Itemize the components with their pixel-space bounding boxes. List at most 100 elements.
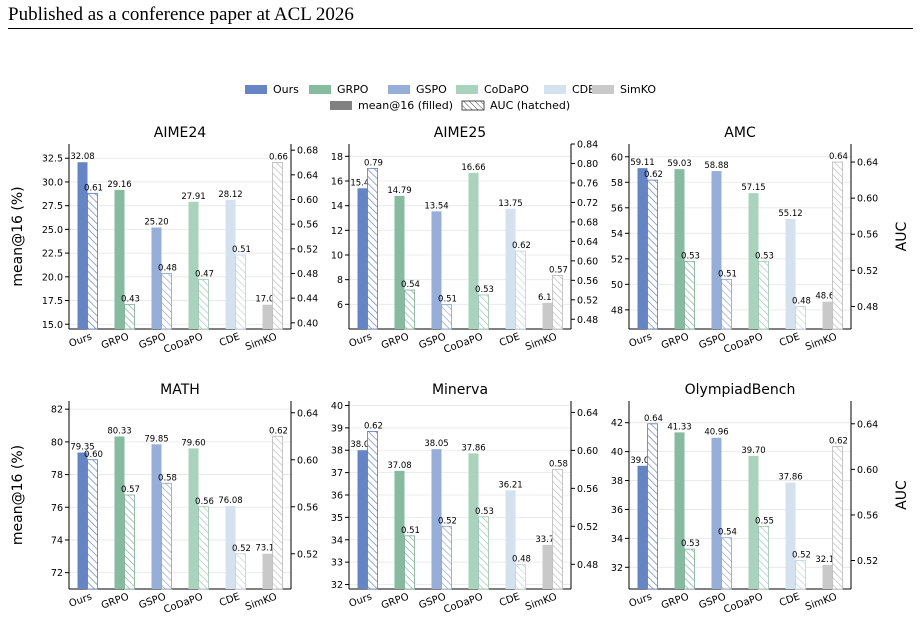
chart-amc: AMC 48 50 52 54 56 58 60 0.48 0.52 0.56 0.60 0.64 59.… (611, 125, 910, 356)
bar-auc-cde (515, 563, 526, 590)
bar-auc-cde (235, 553, 246, 590)
y-tick-label: 76 (51, 503, 63, 514)
x-tick-label-ours: Ours (348, 591, 374, 609)
legend-item-gspo: GSPO (388, 83, 447, 96)
bar-mean-codapo (188, 201, 199, 329)
legend-swatch-cde (544, 85, 566, 94)
bar-auc-cde (795, 306, 806, 330)
y-tick-label: 32.5 (42, 154, 63, 165)
data-label-mean-gspo: 40.96 (704, 428, 728, 438)
y-tick-label: 60 (611, 152, 623, 163)
bar-mean-cde (505, 208, 516, 329)
x-tick-label-simko: SimKO (804, 591, 839, 613)
y2-tick-label: 0.76 (577, 178, 598, 189)
bar-mean-ours (77, 452, 88, 589)
bar-auc-codapo (758, 260, 769, 330)
y-tick-label: 16 (331, 177, 343, 188)
y2-tick-label: 0.64 (297, 170, 318, 181)
y-tick-label: 27.5 (42, 201, 63, 212)
y-tick-label: 14 (331, 201, 343, 212)
bar-mean-codapo (748, 455, 759, 589)
bar-mean-gspo (431, 211, 442, 329)
bar-mean-ours (77, 162, 88, 329)
bar-auc-cde (235, 254, 246, 330)
y-tick-label: 34 (331, 535, 343, 546)
legend-label-cde: CDE (572, 83, 595, 96)
bar-mean-cde (225, 505, 236, 589)
bar-mean-gspo (151, 444, 162, 589)
chart-title: AMC (724, 125, 756, 141)
y-tick-label: 25.0 (42, 225, 63, 236)
bar-auc-codapo (758, 525, 769, 590)
data-label-auc-cde: 0.62 (512, 241, 531, 251)
y2-tick-label: 0.40 (297, 318, 318, 329)
bar-auc-gspo (721, 537, 732, 590)
y-tick-label: 32 (611, 563, 623, 574)
bar-auc-grpo (404, 289, 415, 330)
y2-tick-label: 0.64 (297, 408, 318, 419)
data-label-auc-cde: 0.48 (512, 554, 531, 564)
bar-mean-ours (357, 450, 368, 589)
data-label-mean-ours: 79.35 (70, 442, 94, 452)
bar-auc-codapo (198, 506, 209, 590)
y2-tick-label: 0.52 (857, 266, 878, 277)
data-label-mean-simko: 73.16 (255, 544, 279, 554)
data-label-mean-gspo: 13.54 (424, 201, 448, 211)
x-tick-label-cde: CDE (498, 331, 522, 349)
x-tick-label-cde: CDE (778, 591, 802, 609)
y2-tick-label: 0.60 (577, 446, 598, 457)
bar-auc-gspo (161, 273, 172, 330)
y-tick-label: 22.5 (42, 249, 63, 260)
data-label-mean-ours: 38.00 (350, 440, 374, 450)
bar-mean-cde (225, 199, 236, 329)
legend-label-simko: SimKO (620, 83, 656, 96)
y-tick-label: 74 (51, 535, 63, 546)
data-label-mean-codapo: 16.66 (461, 163, 485, 173)
chart-math: MATH7274767880820.520.560.600.6479.350.6… (10, 382, 318, 616)
data-label-auc-cde: 0.48 (792, 296, 811, 306)
x-tick-label-simko: SimKO (244, 331, 279, 353)
y-tick-label: 58 (611, 178, 623, 189)
y-tick-label: 48 (611, 305, 623, 316)
legend-label-auc: AUC (hatched) (490, 99, 570, 112)
y-tick-label: 78 (51, 470, 63, 481)
bar-auc-codapo (478, 516, 489, 590)
data-label-auc-ours: 0.62 (644, 170, 663, 180)
bar-auc-simko (552, 275, 563, 330)
bar-mean-simko (822, 564, 833, 589)
y-tick-label: 54 (611, 229, 623, 240)
y-tick-label: 36 (611, 505, 623, 516)
data-label-auc-gspo: 0.48 (158, 264, 177, 274)
bar-auc-ours (367, 430, 378, 590)
bar-mean-gspo (711, 437, 722, 589)
x-tick-label-grpo: GRPO (380, 331, 411, 351)
data-label-mean-simko: 33.77 (535, 535, 559, 545)
y2-tick-label: 0.60 (857, 465, 878, 476)
data-label-auc-gspo: 0.58 (158, 473, 177, 483)
bar-mean-gspo (711, 171, 722, 329)
bar-auc-codapo (198, 279, 209, 330)
data-label-auc-grpo: 0.43 (121, 294, 140, 304)
data-label-mean-gspo: 79.85 (144, 434, 168, 444)
bar-mean-grpo (674, 169, 685, 329)
x-tick-label-cde: CDE (218, 331, 242, 349)
y-tick-label: 36 (331, 491, 343, 502)
y2-tick-label: 0.84 (577, 140, 598, 151)
data-label-mean-simko: 32.16 (815, 555, 839, 565)
y-tick-label: 20.0 (42, 272, 63, 283)
data-label-auc-codapo: 0.53 (475, 285, 494, 295)
y2-tick-label: 0.60 (577, 256, 598, 267)
data-label-auc-codapo: 0.53 (475, 507, 494, 517)
data-label-mean-ours: 32.08 (70, 152, 94, 162)
data-label-auc-ours: 0.60 (84, 450, 103, 460)
x-tick-label-grpo: GRPO (660, 591, 691, 611)
x-tick-label-codapo: CoDaPO (162, 591, 204, 615)
y-tick-label: 38 (331, 446, 343, 457)
y2-tick-label: 0.68 (297, 146, 318, 157)
bar-auc-ours (647, 423, 658, 590)
bar-auc-grpo (124, 494, 135, 590)
y2-tick-label: 0.56 (857, 510, 878, 521)
y-tick-label: 80 (51, 437, 63, 448)
data-label-mean-cde: 55.12 (778, 209, 802, 219)
y-tick-label: 52 (611, 254, 623, 265)
